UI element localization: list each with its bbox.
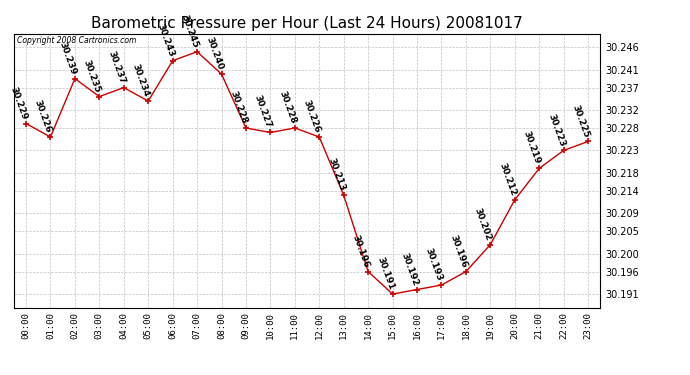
Text: 30.237: 30.237 xyxy=(106,49,126,85)
Text: 30.226: 30.226 xyxy=(33,99,53,134)
Text: 30.227: 30.227 xyxy=(253,94,273,130)
Text: 30.219: 30.219 xyxy=(522,130,542,166)
Text: 30.196: 30.196 xyxy=(448,233,469,269)
Text: 30.228: 30.228 xyxy=(277,90,297,125)
Text: 30.240: 30.240 xyxy=(204,36,224,71)
Text: 30.235: 30.235 xyxy=(82,58,102,94)
Text: 30.225: 30.225 xyxy=(571,103,591,139)
Text: 30.243: 30.243 xyxy=(155,22,175,58)
Text: 30.193: 30.193 xyxy=(424,247,444,282)
Text: 30.229: 30.229 xyxy=(8,85,29,121)
Text: Copyright 2008 Cartronics.com: Copyright 2008 Cartronics.com xyxy=(17,36,136,45)
Text: 30.239: 30.239 xyxy=(57,40,78,76)
Text: 30.213: 30.213 xyxy=(326,157,346,192)
Title: Barometric Pressure per Hour (Last 24 Hours) 20081017: Barometric Pressure per Hour (Last 24 Ho… xyxy=(91,16,523,31)
Text: 30.212: 30.212 xyxy=(497,162,518,197)
Text: 30.223: 30.223 xyxy=(546,112,566,148)
Text: 30.191: 30.191 xyxy=(375,256,395,291)
Text: 30.228: 30.228 xyxy=(228,90,248,125)
Text: 30.196: 30.196 xyxy=(351,233,371,269)
Text: 30.245: 30.245 xyxy=(179,13,200,49)
Text: 30.234: 30.234 xyxy=(130,63,151,98)
Text: 30.192: 30.192 xyxy=(400,251,420,287)
Text: 30.202: 30.202 xyxy=(473,207,493,242)
Text: 30.226: 30.226 xyxy=(302,99,322,134)
